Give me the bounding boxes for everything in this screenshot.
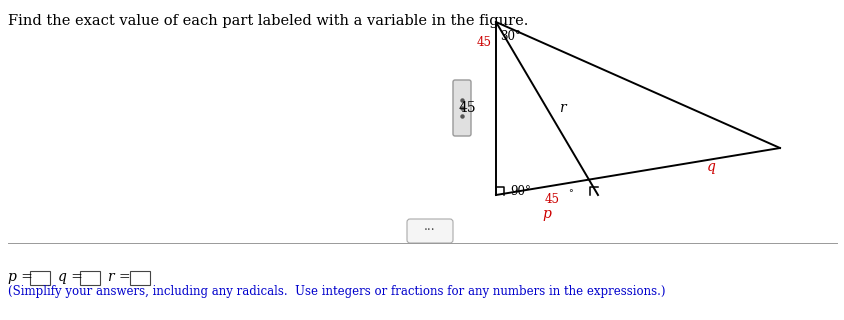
FancyBboxPatch shape [452, 80, 470, 136]
Text: p =: p = [8, 270, 33, 284]
Text: q: q [706, 159, 715, 173]
Text: (Simplify your answers, including any radicals.  Use integers or fractions for a: (Simplify your answers, including any ra… [8, 285, 665, 298]
Text: ···: ··· [424, 225, 436, 237]
Text: 45: 45 [476, 36, 491, 49]
Text: r =: r = [108, 270, 131, 284]
Text: q =: q = [58, 270, 83, 284]
Text: 90°: 90° [510, 185, 530, 198]
Text: 45: 45 [457, 101, 475, 115]
FancyBboxPatch shape [407, 219, 452, 243]
Text: p: p [542, 207, 551, 221]
Text: 30°: 30° [500, 30, 520, 43]
Text: Find the exact value of each part labeled with a variable in the figure.: Find the exact value of each part labele… [8, 14, 528, 28]
Text: r: r [559, 101, 565, 116]
Text: °: ° [567, 189, 572, 198]
Text: 45: 45 [544, 193, 560, 206]
Bar [130, 271, 150, 285]
Bar [30, 271, 50, 285]
Bar [80, 271, 100, 285]
